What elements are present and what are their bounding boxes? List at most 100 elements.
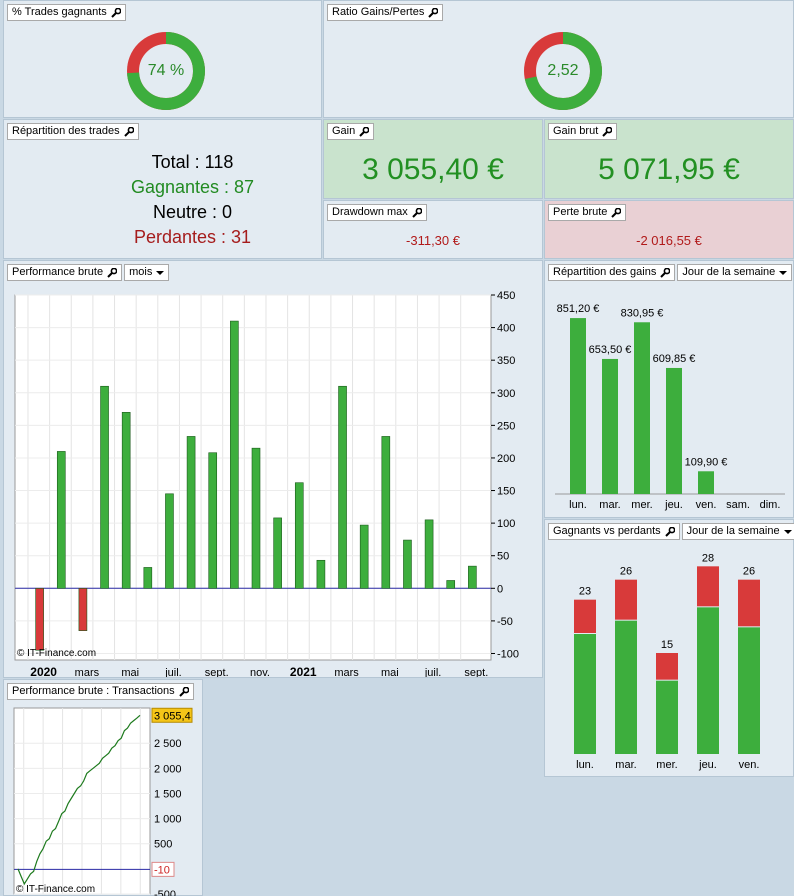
bar	[273, 517, 282, 589]
rep-gains-title[interactable]: Répartition des gains	[548, 264, 676, 281]
wrench-icon[interactable]	[602, 126, 613, 137]
wrench-icon[interactable]	[178, 686, 190, 697]
x-tick-label: juil.	[164, 667, 182, 677]
ratio-panel: Ratio Gains/Pertes 2,52	[323, 0, 794, 118]
rep-gains-panel: Répartition des gains Jour de la semaine…	[544, 260, 794, 518]
wrench-icon[interactable]	[664, 526, 676, 537]
caret-down-icon	[156, 270, 165, 275]
data-label: 609,85 €	[653, 353, 696, 365]
data-label: 653,50 €	[589, 344, 632, 356]
x-tick-label: ven.	[739, 759, 760, 771]
x-tick-label: mai	[381, 667, 399, 677]
data-label: 26	[620, 566, 632, 578]
repartition-panel: Répartition des trades Total : 118 Gagna…	[3, 119, 322, 259]
bar-gagnants	[738, 627, 760, 754]
perf-brute-title[interactable]: Performance brute	[7, 264, 123, 281]
y-tick-label: 1 000	[154, 814, 182, 826]
y-tick-label: 0	[497, 583, 503, 595]
y-tick-label: -100	[497, 648, 519, 660]
perte-brute-panel: Perte brute -2 016,55 €	[544, 200, 794, 259]
caret-down-icon	[779, 270, 788, 275]
wrench-icon[interactable]	[428, 7, 439, 18]
gvp-title[interactable]: Gagnants vs perdants	[548, 523, 680, 540]
last-value-label: 3 055,4	[154, 710, 191, 722]
x-tick-label: mars	[334, 667, 359, 677]
wrench-icon[interactable]	[611, 207, 622, 218]
perte-brute-title[interactable]: Perte brute	[548, 204, 627, 221]
perte-brute-value: -2 016,55 €	[636, 233, 702, 248]
y-tick-label: 200	[497, 453, 515, 465]
bar-gagnants	[574, 634, 596, 754]
caret-down-icon	[783, 529, 792, 534]
bar-perdants	[574, 599, 596, 633]
total-count: Total : 118	[151, 152, 234, 172]
repartition-title[interactable]: Répartition des trades	[7, 123, 139, 140]
x-tick-label: mer.	[656, 759, 677, 771]
bar-gagnants	[656, 680, 678, 754]
bar-perdants	[615, 579, 637, 620]
period-select[interactable]: mois	[124, 264, 170, 281]
wrench-icon[interactable]	[123, 126, 135, 137]
wrench-icon[interactable]	[107, 267, 118, 278]
wrench-icon[interactable]	[111, 7, 122, 18]
ratio-value: 2,52	[547, 62, 579, 79]
y-tick-label: 2 000	[154, 763, 182, 775]
watermark: © IT-Finance.com	[17, 648, 96, 659]
gain-brut-title[interactable]: Gain brut	[548, 123, 618, 140]
bar	[338, 385, 347, 589]
win-pct-donut	[127, 32, 205, 110]
gvp-panel: Gagnants vs perdants Jour de la semaine …	[544, 519, 794, 777]
perf-brute-chart: -100 -50 0 50 100 150 200 250 300 350 400 450 2020 ma…	[14, 290, 519, 677]
wrench-icon[interactable]	[412, 207, 423, 218]
bar	[100, 385, 109, 589]
y-tick-label: 250	[497, 420, 515, 432]
drawdown-value: -311,30 €	[406, 233, 460, 248]
bar	[186, 436, 196, 589]
rep-gains-chart: 851,20 € lun. 653,50 € mar. 830,95 € mer. 609,…	[555, 303, 785, 511]
x-tick-label: ven.	[696, 499, 717, 511]
perdantes-count: Perdantes : 31	[133, 227, 252, 247]
ratio-donut	[524, 32, 602, 110]
bar	[634, 322, 650, 494]
bar	[35, 588, 44, 651]
win-pct-title[interactable]: % Trades gagnants	[7, 4, 126, 21]
bar-perdants	[738, 579, 760, 627]
data-label: 109,90 €	[685, 456, 728, 468]
x-tick-label: 2020	[30, 665, 57, 677]
gain-brut-value: 5 071,95 €	[598, 153, 740, 186]
gain-brut-panel: Gain brut 5 071,95 €	[544, 119, 794, 199]
bar-perdants	[656, 653, 678, 680]
x-tick-label: sept.	[205, 667, 229, 677]
drawdown-title[interactable]: Drawdown max	[327, 204, 427, 221]
bar	[165, 493, 174, 589]
rep-gains-select[interactable]: Jour de la semaine	[677, 264, 793, 281]
gain-title[interactable]: Gain	[327, 123, 375, 140]
perf-tx-panel: Performance brute : Transactions -500 500…	[3, 679, 203, 896]
bar	[230, 320, 239, 589]
gvp-select[interactable]: Jour de la semaine	[681, 523, 794, 540]
bar	[121, 412, 131, 589]
x-tick-label: dim.	[760, 499, 781, 511]
bar	[381, 436, 391, 589]
x-tick-label: mer.	[631, 499, 652, 511]
y-tick-label: 150	[497, 486, 515, 498]
x-tick-label: nov.	[250, 667, 270, 677]
bar	[602, 358, 618, 494]
y-tick-label: 100	[497, 518, 515, 530]
data-label: 830,95 €	[621, 307, 664, 319]
x-tick-label: 2021	[290, 665, 317, 677]
x-tick-label: mar.	[599, 499, 620, 511]
wrench-icon[interactable]	[359, 126, 370, 137]
bar	[208, 452, 218, 589]
bar-gagnants	[615, 620, 637, 754]
y-tick-label: -500	[154, 889, 176, 896]
perf-tx-chart: -500 500 1 000 1 500 2 000 2 500 3 055,4 -10 © I…	[13, 707, 193, 896]
x-tick-label: lun.	[576, 759, 594, 771]
y-tick-label: 300	[497, 388, 515, 400]
ratio-title[interactable]: Ratio Gains/Pertes	[327, 4, 444, 21]
data-label: 851,20 €	[557, 303, 600, 315]
wrench-icon[interactable]	[660, 267, 671, 278]
perf-tx-title[interactable]: Performance brute : Transactions	[7, 683, 194, 700]
x-tick-label: mar.	[615, 759, 636, 771]
x-tick-label: lun.	[569, 499, 587, 511]
